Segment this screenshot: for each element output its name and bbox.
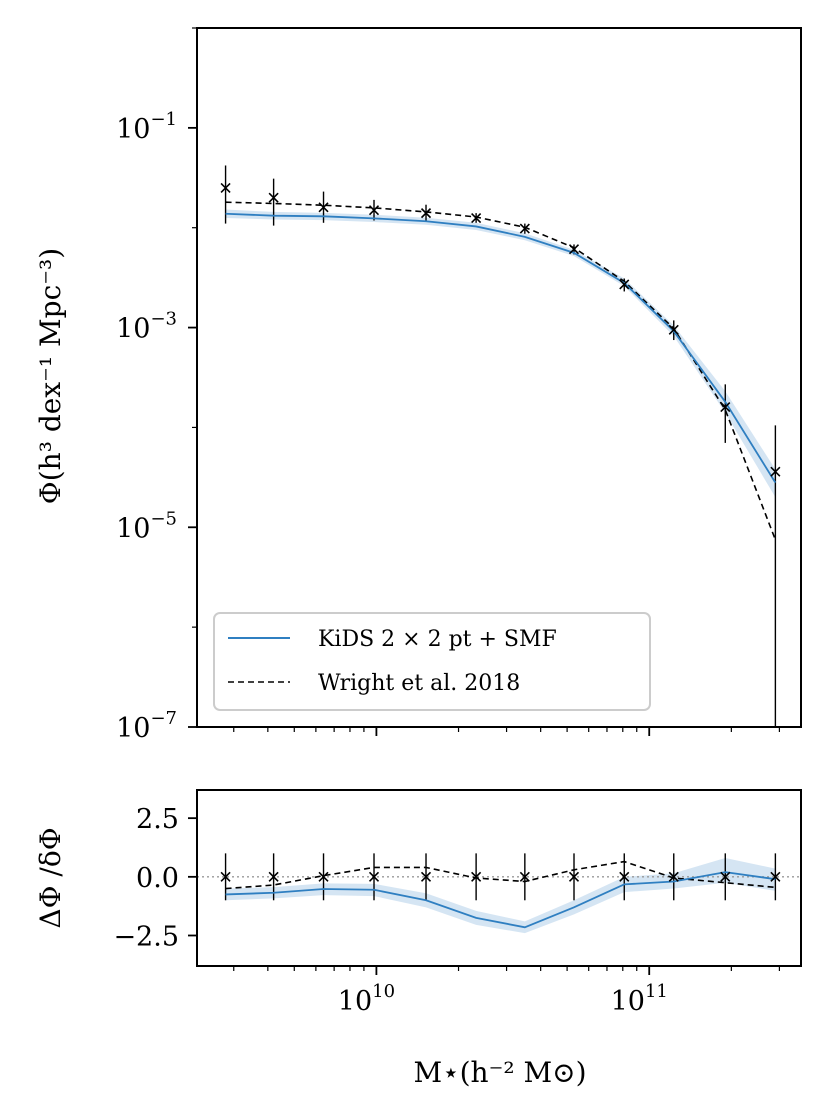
data-point-marker (471, 871, 482, 882)
data-point-marker (770, 871, 781, 882)
data-point-marker (668, 871, 679, 882)
data-point-marker (619, 871, 630, 882)
axis-labels: Φ(h³ dex⁻¹ Mpc⁻³) ΔΦ /δΦ M⋆(h⁻² M⊙) (34, 248, 587, 1089)
data-point-marker (220, 182, 231, 194)
y-tick-label: 10−3 (116, 309, 177, 345)
tick-exponent: −5 (150, 508, 177, 529)
data-point-marker (420, 208, 432, 219)
panel-frame (196, 27, 802, 728)
y-tick-label: 2.5 (136, 804, 179, 835)
plot-area (197, 853, 801, 934)
data-point-marker (770, 466, 781, 477)
tick-exponent: 11 (645, 981, 668, 1002)
tick-exponent: −7 (150, 708, 177, 729)
data-point-marker (420, 871, 432, 882)
kids-model-line (225, 871, 776, 929)
tick-base: 10 (116, 513, 150, 544)
data-point-marker (318, 202, 329, 213)
data-point-marker (720, 401, 731, 413)
uncertainty-band (225, 209, 776, 498)
y-tick-label: 10−1 (116, 109, 177, 145)
tick-base: 10 (116, 114, 150, 145)
wright-2018-line (225, 201, 777, 541)
data-point-marker (268, 192, 279, 203)
data-point-marker (471, 212, 482, 224)
data-point-marker (268, 871, 279, 882)
data-point-marker (519, 223, 530, 234)
data-point-marker (368, 205, 380, 216)
wright-2018-line (225, 860, 776, 890)
tick-exponent: 10 (372, 981, 395, 1002)
data-point-marker (568, 871, 580, 882)
data-point-marker (519, 871, 530, 882)
residual-y-axis-label: ΔΦ /δΦ (34, 827, 67, 928)
plot-area (220, 165, 781, 727)
tick-exponent: −1 (150, 109, 177, 130)
data-point-marker (720, 871, 731, 882)
y-tick-label: −2.5 (113, 921, 179, 952)
kids-model-line (225, 212, 777, 484)
legend-wright-label: Wright et al. 2018 (318, 671, 520, 696)
tick-base: 10 (611, 986, 645, 1017)
y-tick-label: 0.0 (136, 863, 179, 894)
data-point-marker (619, 279, 630, 290)
tick-base: 10 (116, 314, 150, 345)
y-tick-label: 10−7 (116, 708, 177, 744)
data-point-marker (318, 871, 329, 882)
data-point-marker (668, 324, 679, 335)
x-tick-label: 1010 (338, 981, 395, 1017)
data-point-marker (220, 871, 231, 882)
legend-kids-label: KiDS 2 × 2 pt + SMF (318, 627, 557, 652)
tick-exponent: −3 (150, 309, 177, 330)
legend-box (213, 612, 651, 711)
tick-base: 10 (116, 713, 150, 744)
panel-frame (196, 789, 802, 967)
x-axis-label: M⋆(h⁻² M⊙) (413, 1056, 586, 1089)
tick-base: 10 (338, 986, 372, 1017)
x-tick-label: 1011 (611, 981, 668, 1017)
y-tick-label: 10−5 (116, 508, 177, 544)
main-y-axis-label: Φ(h³ dex⁻¹ Mpc⁻³) (34, 248, 67, 504)
legend: KiDS 2 × 2 pt + SMF Wright et al. 2018 (213, 612, 651, 711)
data-point-marker (368, 871, 380, 882)
data-point-marker (568, 244, 580, 255)
